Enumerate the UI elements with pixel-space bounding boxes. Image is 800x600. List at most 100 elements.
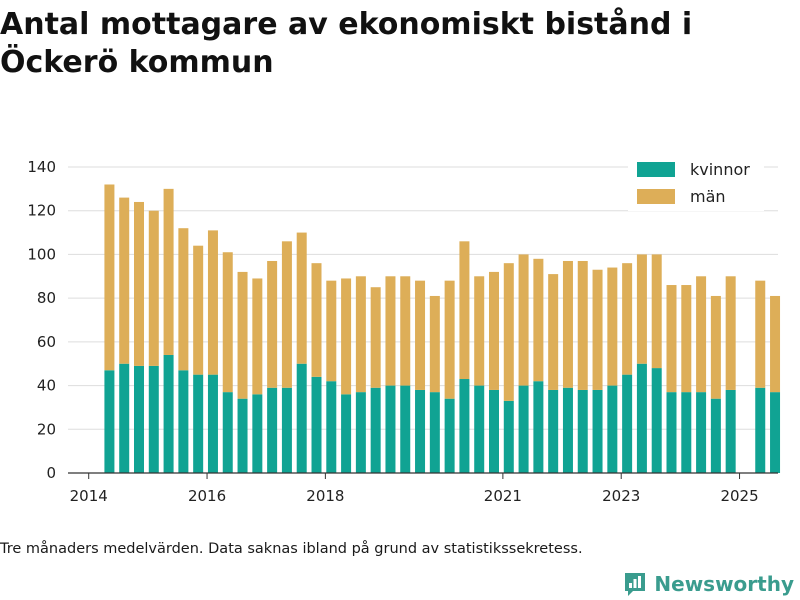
bar-kvinnor-36 — [636, 363, 647, 473]
bar-kvinnor-13 — [296, 363, 307, 473]
bar-man-26 — [489, 271, 499, 390]
bar-kvinnor-33 — [592, 389, 603, 473]
footnote: Tre månaders medelvärden. Data saknas ib… — [0, 541, 583, 557]
bar-kvinnor-6 — [193, 374, 204, 473]
x-tick-label-2025: 2025 — [720, 487, 758, 505]
bar-man-37 — [651, 254, 662, 369]
bar-kvinnor-7 — [207, 374, 218, 473]
bar-kvinnor-9 — [237, 398, 248, 473]
bar-man-7 — [207, 230, 218, 375]
bars — [104, 184, 781, 473]
y-tick-label-60: 60 — [37, 333, 56, 351]
legend: kvinnor män — [628, 155, 764, 211]
bar-kvinnor-26 — [489, 389, 499, 473]
bar-man-15 — [326, 280, 337, 382]
x-tick-label-2016: 2016 — [188, 487, 226, 505]
bar-man-42 — [725, 276, 736, 390]
x-tick-label-2014: 2014 — [70, 487, 108, 505]
bar-kvinnor-0 — [104, 370, 115, 473]
bar-man-27 — [503, 263, 514, 401]
bar-man-33 — [592, 269, 603, 390]
bar-kvinnor-40 — [696, 392, 707, 473]
brand-logo[interactable]: Newsworthy — [623, 568, 794, 600]
bar-man-45 — [770, 295, 781, 393]
bar-kvinnor-20 — [400, 385, 411, 473]
legend-label-1: män — [690, 187, 726, 206]
axes: 0 20 40 60 80 100 120 140 2014 2016 2018 2021 2023 20… — [27, 158, 778, 505]
bar-man-4 — [163, 188, 174, 355]
y-tick-label-40: 40 — [37, 377, 56, 395]
bar-man-28 — [518, 254, 529, 386]
bar-kvinnor-1 — [119, 363, 130, 473]
bar-man-6 — [193, 245, 204, 375]
bar-man-25 — [474, 276, 485, 386]
bar-kvinnor-4 — [163, 354, 174, 473]
bar-kvinnor-45 — [770, 392, 781, 473]
bar-man-16 — [341, 278, 352, 395]
legend-label-0: kvinnor — [690, 160, 750, 179]
y-tick-label-120: 120 — [27, 202, 56, 220]
bar-kvinnor-32 — [577, 389, 588, 473]
bar-kvinnor-19 — [385, 385, 396, 473]
newsworthy-logo-icon — [625, 573, 646, 596]
bar-kvinnor-39 — [681, 392, 692, 473]
bar-kvinnor-38 — [666, 392, 677, 473]
bar-man-18 — [370, 287, 381, 388]
bar-kvinnor-27 — [503, 400, 514, 473]
bar-kvinnor-35 — [622, 374, 633, 473]
bar-kvinnor-42 — [725, 389, 736, 473]
y-tick-label-100: 100 — [27, 245, 56, 263]
x-tick-label-2018: 2018 — [306, 487, 344, 505]
bar-kvinnor-15 — [326, 381, 337, 473]
y-tick-label-20: 20 — [37, 420, 56, 438]
bar-kvinnor-3 — [148, 365, 159, 473]
bar-kvinnor-34 — [607, 385, 618, 473]
bar-man-8 — [222, 252, 233, 393]
bar-man-24 — [459, 241, 470, 380]
bar-kvinnor-37 — [651, 368, 662, 473]
y-tick-label-140: 140 — [27, 158, 56, 176]
x-tick-label-2021: 2021 — [484, 487, 522, 505]
bar-man-30 — [548, 274, 559, 390]
bar-kvinnor-11 — [267, 387, 278, 473]
bar-kvinnor-24 — [459, 379, 470, 473]
bar-man-32 — [577, 260, 588, 390]
bar-kvinnor-14 — [311, 376, 322, 473]
bar-kvinnor-28 — [518, 385, 529, 473]
bar-kvinnor-23 — [444, 398, 455, 473]
bar-man-44 — [755, 280, 766, 388]
bar-kvinnor-2 — [134, 365, 144, 473]
legend-swatch-1 — [637, 189, 675, 204]
bar-man-35 — [622, 263, 633, 375]
bar-man-9 — [237, 271, 248, 399]
bar-man-21 — [415, 280, 426, 390]
bar-man-41 — [710, 295, 721, 399]
bar-man-10 — [252, 278, 263, 395]
bar-man-38 — [666, 285, 677, 393]
bar-man-2 — [134, 201, 144, 366]
bar-man-3 — [148, 210, 159, 366]
bar-kvinnor-8 — [222, 392, 233, 473]
bar-kvinnor-5 — [178, 370, 189, 473]
bar-kvinnor-12 — [281, 387, 292, 473]
bar-man-11 — [267, 260, 278, 388]
bar-man-17 — [355, 276, 366, 393]
bar-man-1 — [119, 197, 130, 364]
bar-kvinnor-18 — [370, 387, 381, 473]
y-tick-label-0: 0 — [46, 464, 56, 482]
bar-man-40 — [696, 276, 707, 393]
bar-man-20 — [400, 276, 411, 386]
bar-kvinnor-25 — [474, 385, 485, 473]
bar-man-14 — [311, 263, 322, 377]
legend-swatch-0 — [637, 162, 675, 177]
bar-man-5 — [178, 228, 189, 371]
bar-man-22 — [429, 295, 440, 393]
bar-man-0 — [104, 184, 115, 371]
bar-kvinnor-21 — [415, 389, 426, 473]
chart-title: Antal mottagare av ekonomiskt bistånd i … — [0, 7, 693, 80]
bar-kvinnor-31 — [562, 387, 573, 473]
y-tick-label-80: 80 — [37, 289, 56, 307]
bar-man-29 — [533, 258, 544, 382]
bar-man-12 — [281, 241, 292, 388]
